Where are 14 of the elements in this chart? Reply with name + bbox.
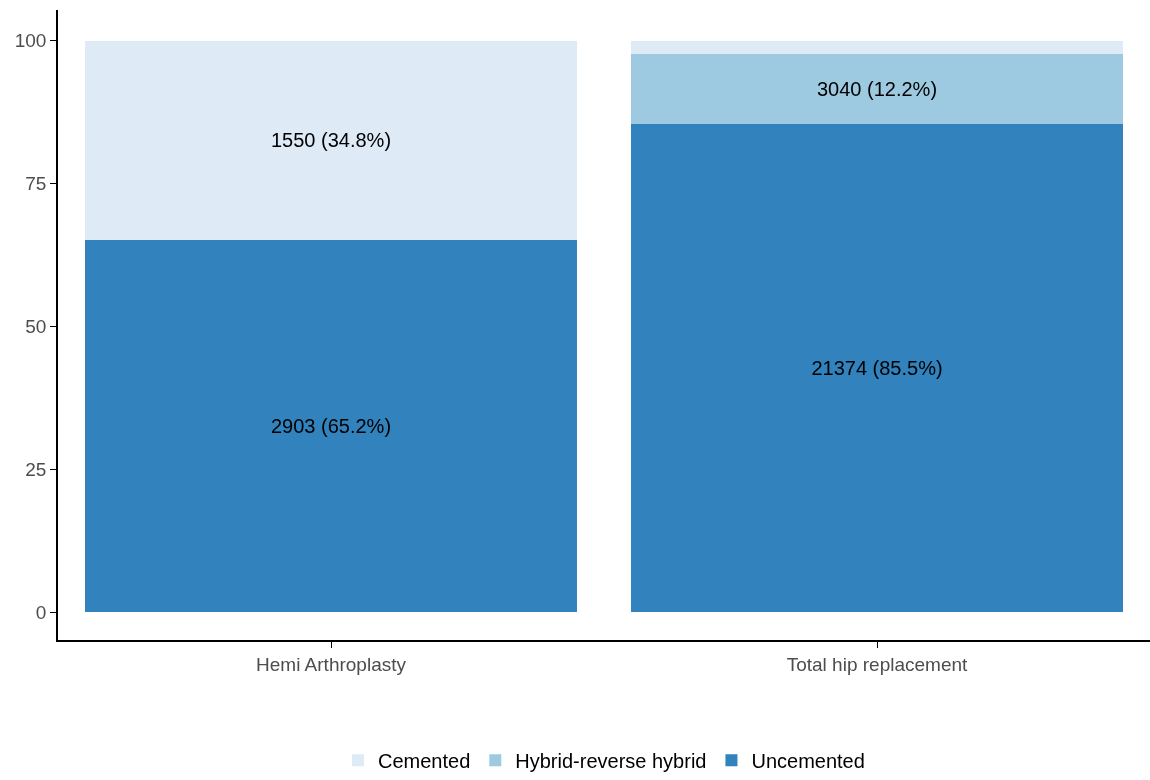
x-tick-label: Total hip replacement: [786, 653, 969, 675]
y-tick-label: 75: [25, 173, 47, 195]
x-tick-label: Hemi Arthroplasty: [256, 653, 407, 675]
data-label: 1550 (34.8%): [270, 129, 392, 152]
y-tick-label: 25: [25, 458, 47, 480]
y-tick-label: 100: [14, 30, 47, 52]
y-tick-label: 50: [25, 316, 47, 338]
legend-label: Uncemented: [751, 750, 865, 773]
legend-label: Cemented: [378, 750, 471, 773]
y-tick-label: 0: [35, 601, 47, 623]
data-label: 2903 (65.2%): [270, 414, 392, 437]
data-label: 3040 (12.2%): [816, 77, 938, 100]
legend-label: Hybrid-reverse hybrid: [515, 750, 707, 773]
data-label: 21374 (85.5%): [811, 356, 943, 379]
